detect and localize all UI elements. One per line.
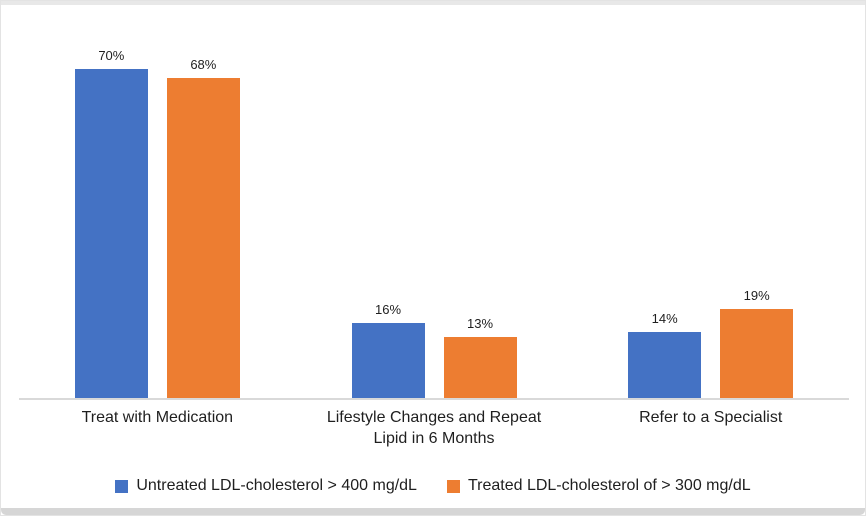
bar-series-2-category-3: 19% — [720, 288, 794, 398]
legend-label-untreated: Untreated LDL-cholesterol > 400 mg/dL — [136, 477, 417, 494]
bar-value-label: 68% — [190, 57, 217, 73]
legend-swatch-orange — [446, 479, 460, 493]
category-group: 70% 68% — [19, 41, 296, 398]
legend-item-untreated: Untreated LDL-cholesterol > 400 mg/dL — [115, 477, 417, 495]
legend-swatch-blue — [115, 479, 129, 493]
chart-legend: Untreated LDL-cholesterol > 400 mg/dL Tr… — [1, 477, 865, 495]
bar-value-label: 13% — [466, 315, 494, 331]
page-bottom-edge — [1, 508, 865, 515]
category-group: 14% 19% — [572, 41, 849, 398]
category-label-treat-with-medication: Treat with Medication — [81, 409, 234, 426]
bar-value-label: 16% — [374, 301, 402, 317]
bar-series-1-category-2: 16% — [351, 302, 425, 398]
category-group: 16% 13% — [296, 41, 573, 398]
page-top-edge — [1, 1, 865, 5]
category-label-refer-specialist: Refer to a Specialist — [639, 409, 783, 426]
bar-value-label: 19% — [743, 287, 770, 303]
bar-series-1-category-3: 14% — [628, 311, 702, 398]
plot-area: 70% 68% 16% 13% 14% 19% — [19, 41, 849, 400]
category-label-lifestyle-changes: Lifestyle Changes and Repeat Lipid in 6 … — [326, 409, 542, 447]
bar-series-2-category-1: 68% — [166, 57, 240, 398]
bar-series-2-category-2: 13% — [443, 316, 517, 398]
legend-label-treated: Treated LDL-cholesterol of > 300 mg/dL — [467, 477, 751, 494]
bar-value-label: 70% — [98, 48, 125, 63]
category-axis: Treat with Medication Lifestyle Changes … — [19, 408, 849, 450]
bar-value-label: 14% — [651, 311, 678, 327]
bar-series-1-category-1: 70% — [74, 48, 148, 398]
legend-item-treated: Treated LDL-cholesterol of > 300 mg/dL — [446, 477, 751, 495]
